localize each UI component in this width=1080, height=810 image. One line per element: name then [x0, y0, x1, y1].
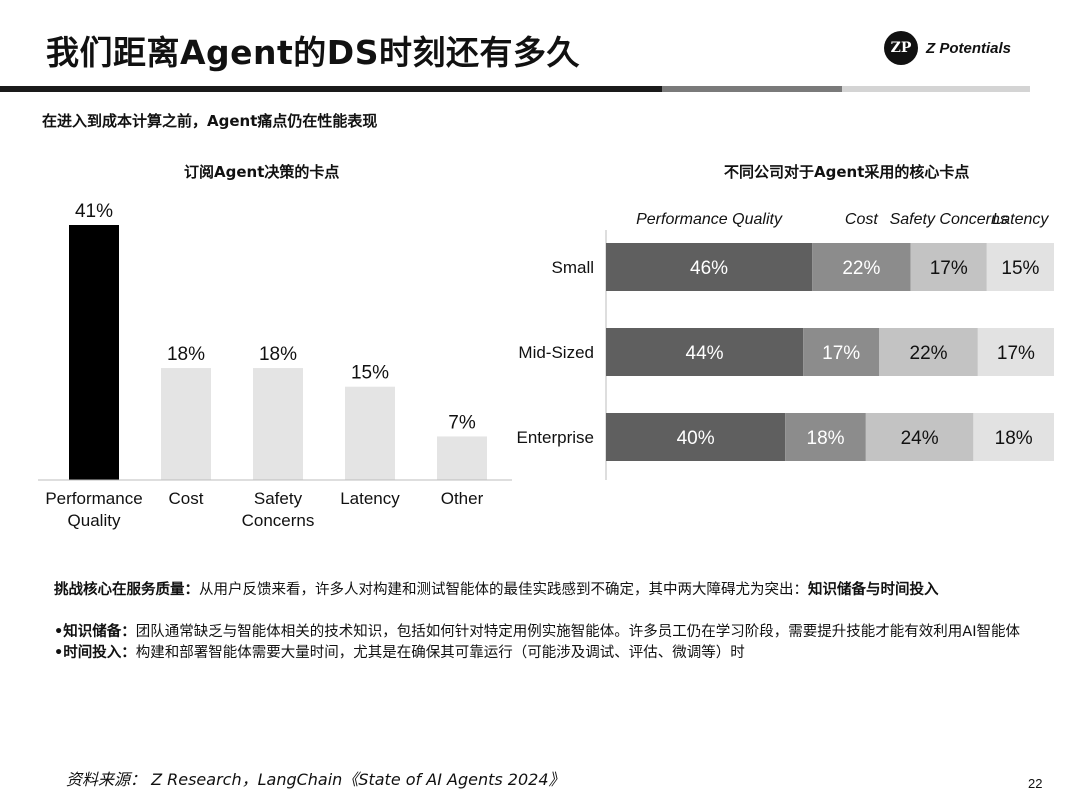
segment-enterprise-latency — [973, 413, 1054, 461]
legend-safety-concerns: Safety Concerns — [890, 211, 1008, 228]
segment-small-cost — [812, 243, 911, 291]
page-number: 22 — [1028, 776, 1043, 791]
notes-bullet1-text: 团队通常缺乏与智能体相关的技术知识，包括如何针对特定用例实施智能体。许多员工仍在… — [135, 624, 1020, 640]
segment-enterprise-safety-concerns — [865, 413, 974, 461]
notes-bullet2-text: 构建和部署智能体需要大量时间，尤其是在确保其可靠运行（可能涉及调试、评估、微调等… — [135, 645, 745, 661]
bar-performance-quality — [69, 225, 119, 480]
segment-label-mid-sized-performance-quality: 44% — [686, 343, 724, 364]
stacked-bar-chart: Performance Quality Cost Safety ConcernsLa… — [517, 211, 1054, 480]
segment-small-safety-concerns — [910, 243, 987, 291]
bar-latency — [345, 386, 395, 480]
segment-mid-sized-latency — [977, 328, 1054, 376]
legend-cost: Cost — [845, 211, 878, 228]
bar-value-label-performance-quality: 41% — [75, 201, 113, 222]
segment-label-mid-sized-cost: 17% — [822, 343, 860, 364]
segment-enterprise-performance-quality — [606, 413, 786, 461]
title-rule-dark — [0, 86, 662, 92]
slide-subtitle: 在进入到成本计算之前，Agent痛点仍在性能表现 — [42, 112, 378, 130]
bar-value-label-latency: 15% — [351, 363, 389, 384]
x-tick-label-other: Other — [441, 489, 484, 508]
x-tick-label-performance-quality-line2: Quality — [68, 511, 121, 530]
slide-title: 我们距离Agent的DS时刻还有多久 — [46, 33, 580, 72]
notes-lead: 挑战核心在服务质量：从用户反馈来看，许多人对构建和测试智能体的最佳实践感到不确定… — [54, 580, 1064, 601]
source-note: 资料来源： Z Research，LangChain《State of AI A… — [66, 770, 565, 789]
segment-small-performance-quality — [606, 243, 813, 291]
segment-small-latency — [986, 243, 1054, 291]
segment-label-enterprise-latency: 18% — [995, 428, 1033, 449]
bar-other — [437, 436, 487, 480]
notes: 挑战核心在服务质量：从用户反馈来看，许多人对构建和测试智能体的最佳实践感到不确定… — [54, 580, 1064, 664]
legend-performance-quality: Performance Quality — [636, 211, 783, 228]
y-tick-label-enterprise: Enterprise — [517, 428, 594, 447]
y-tick-label-small: Small — [551, 258, 594, 277]
x-tick-label-safety-concerns-line1: Safety — [254, 489, 303, 508]
segment-mid-sized-cost — [803, 328, 880, 376]
segment-label-small-cost: 22% — [842, 258, 880, 279]
bar-value-label-safety-concerns: 18% — [259, 344, 297, 365]
legend-latency: Latency — [992, 211, 1049, 228]
brand-mark-icon: ZP — [884, 31, 918, 65]
notes-lead-emphasis: 知识储备与时间投入 — [808, 582, 939, 598]
segment-label-small-performance-quality: 46% — [690, 258, 728, 279]
x-tick-label-performance-quality-line1: Performance — [45, 489, 142, 508]
segment-mid-sized-safety-concerns — [879, 328, 978, 376]
x-tick-label-safety-concerns-line2: Concerns — [242, 511, 315, 530]
segment-mid-sized-performance-quality — [606, 328, 804, 376]
title-rule-light — [842, 86, 1030, 92]
segment-label-enterprise-cost: 18% — [807, 428, 845, 449]
x-tick-label-latency: Latency — [340, 489, 400, 508]
segment-label-small-latency: 15% — [1001, 258, 1039, 279]
bar-cost — [161, 368, 211, 480]
title-rule-mid — [662, 86, 842, 92]
notes-bullet2-label: •时间投入： — [54, 645, 136, 661]
segment-label-small-safety-concerns: 17% — [930, 258, 968, 279]
bar-chart: 41% Performance Quality 18% Cost 18% Safety Con… — [38, 201, 512, 530]
bar-chart-title: 订阅Agent决策的卡点 — [184, 163, 340, 181]
segment-label-enterprise-performance-quality: 40% — [677, 428, 715, 449]
segment-label-mid-sized-safety-concerns: 22% — [910, 343, 948, 364]
stacked-chart-title: 不同公司对于Agent采用的核心卡点 — [724, 163, 970, 181]
notes-bullet-knowledge: •知识储备：团队通常缺乏与智能体相关的技术知识，包括如何针对特定用例实施智能体。… — [54, 622, 1064, 643]
bar-safety-concerns — [253, 368, 303, 480]
brand-name: Z Potentials — [926, 39, 1012, 57]
notes-bullet1-label: •知识储备： — [54, 624, 136, 640]
notes-lead-text: 从用户反馈来看，许多人对构建和测试智能体的最佳实践感到不确定，其中两大障碍尤为突… — [199, 582, 808, 598]
brand-logo: ZP Z Potentials — [884, 30, 1011, 66]
notes-lead-label: 挑战核心在服务质量： — [54, 582, 199, 598]
segment-label-enterprise-safety-concerns: 24% — [901, 428, 939, 449]
bar-value-label-cost: 18% — [167, 344, 205, 365]
bar-value-label-other: 7% — [448, 412, 476, 433]
segment-enterprise-cost — [785, 413, 866, 461]
segment-label-mid-sized-latency: 17% — [997, 343, 1035, 364]
x-tick-label-cost: Cost — [169, 489, 204, 508]
notes-bullet-time: •时间投入：构建和部署智能体需要大量时间，尤其是在确保其可靠运行（可能涉及调试、… — [54, 643, 1064, 664]
y-tick-label-mid-sized: Mid-Sized — [518, 343, 594, 362]
